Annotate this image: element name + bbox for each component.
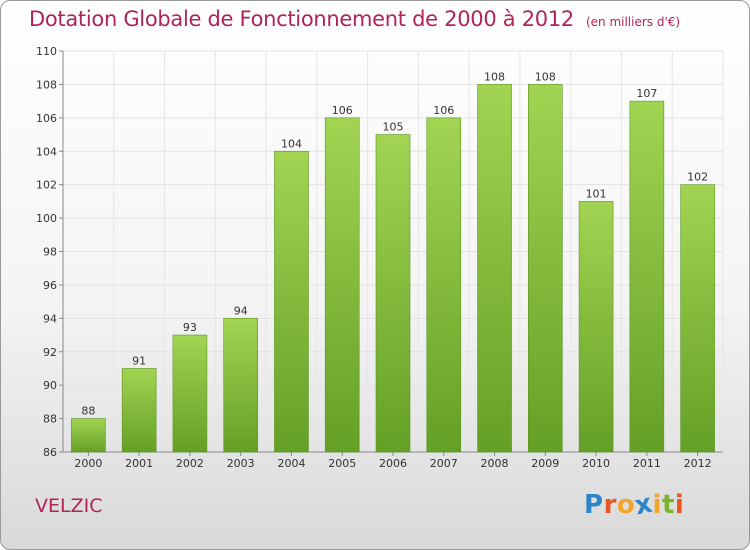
logo-letter: t xyxy=(661,490,675,520)
y-tick-label: 108 xyxy=(36,78,57,91)
bar-2002 xyxy=(172,334,208,453)
data-label-2003: 94 xyxy=(234,304,248,317)
bar-2006 xyxy=(375,134,411,453)
data-labels: 88 91 93 94 104 106 105 106 108 108 101 107 102 xyxy=(81,70,708,417)
proxiti-logo: Proxiti xyxy=(584,489,685,522)
y-tick-label: 96 xyxy=(43,279,57,292)
chart-title-text: Dotation Globale de Fonctionnement de 20… xyxy=(29,7,574,31)
bar-2007 xyxy=(426,117,462,453)
data-label-2007: 106 xyxy=(433,104,454,117)
x-tick-label-2009: 2009 xyxy=(531,457,559,470)
x-tick-labels: 2000 2001 2002 2003 2004 2005 2006 2007 2008 2009… xyxy=(74,457,711,470)
x-tick-label-2000: 2000 xyxy=(74,457,102,470)
data-label-2004: 104 xyxy=(281,137,302,150)
data-label-2000: 88 xyxy=(81,405,95,418)
bar-2005 xyxy=(324,117,360,453)
bar-2012 xyxy=(680,184,715,453)
y-tick-label: 88 xyxy=(43,413,57,426)
y-tick-label: 100 xyxy=(36,212,57,225)
data-label-2008: 108 xyxy=(484,70,505,83)
logo-letter: P xyxy=(584,490,604,520)
data-label-2010: 101 xyxy=(586,187,607,200)
x-tick-label-2002: 2002 xyxy=(176,457,204,470)
data-label-2011: 107 xyxy=(636,87,657,100)
data-label-2001: 91 xyxy=(132,354,146,367)
bar-2000 xyxy=(71,418,106,453)
logo-letter: i xyxy=(652,490,662,520)
x-tick-label-2004: 2004 xyxy=(277,457,305,470)
y-tick-label: 110 xyxy=(36,45,57,58)
y-tick-labels: 86 88 90 92 94 96 98 100 102 104 106 108 110 xyxy=(36,45,57,459)
x-tick-label-2007: 2007 xyxy=(430,457,458,470)
y-tick-label: 86 xyxy=(43,446,57,459)
commune-name: VELZIC xyxy=(35,495,103,517)
data-label-2009: 108 xyxy=(535,70,556,83)
logo-letter: i xyxy=(674,490,685,520)
x-tick-label-2001: 2001 xyxy=(125,457,153,470)
x-tick-label-2010: 2010 xyxy=(582,457,610,470)
bar-2009 xyxy=(528,84,563,453)
y-tick-label: 90 xyxy=(43,379,57,392)
x-tick-label-2011: 2011 xyxy=(633,457,661,470)
y-tick-label: 106 xyxy=(36,112,57,125)
bar-2008 xyxy=(477,84,512,453)
bar-2003 xyxy=(223,318,258,453)
x-tick-label-2003: 2003 xyxy=(227,457,255,470)
bar-2001 xyxy=(121,368,157,453)
bar-2010 xyxy=(578,201,614,453)
bar-2004 xyxy=(274,150,309,453)
y-tick-label: 92 xyxy=(43,346,57,359)
logo-letter: r xyxy=(603,490,617,520)
y-tick-label: 94 xyxy=(43,312,57,325)
x-tick-label-2006: 2006 xyxy=(379,457,407,470)
y-tick-label: 98 xyxy=(43,246,57,259)
data-label-2012: 102 xyxy=(687,171,708,184)
chart-subtitle: (en milliers d'€) xyxy=(585,15,681,29)
data-label-2002: 93 xyxy=(183,321,197,334)
x-tick-label-2008: 2008 xyxy=(481,457,509,470)
y-tick-label: 102 xyxy=(36,179,57,192)
bars xyxy=(71,84,715,453)
x-tick-label-2005: 2005 xyxy=(328,457,356,470)
data-label-2006: 105 xyxy=(383,121,404,134)
x-tick-label-2012: 2012 xyxy=(684,457,712,470)
logo-letter: o xyxy=(616,490,636,520)
data-label-2005: 106 xyxy=(332,104,353,117)
bar-2011 xyxy=(629,100,665,453)
y-tick-label: 104 xyxy=(36,145,57,158)
chart-title: Dotation Globale de Fonctionnement de 20… xyxy=(29,7,680,31)
